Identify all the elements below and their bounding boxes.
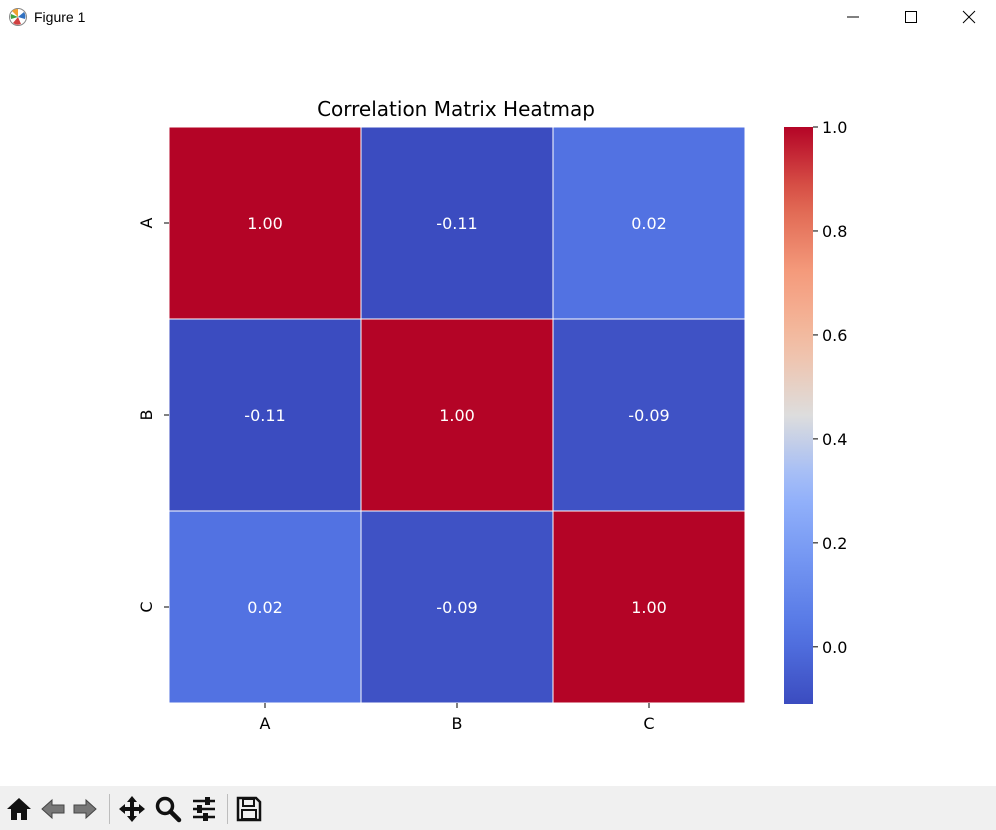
cell-annotation: 0.02	[247, 598, 283, 617]
back-button[interactable]	[38, 794, 68, 824]
y-tick-label: A	[137, 217, 156, 228]
heatmap-cell	[360, 318, 554, 512]
window-titlebar: Figure 1	[0, 0, 996, 36]
heatmap-figure[interactable]: Correlation Matrix Heatmap 1.00 -0.11 0.02…	[0, 36, 996, 786]
y-tick-label: B	[137, 410, 156, 421]
heatmap-cell	[168, 510, 362, 704]
minimize-icon	[847, 16, 859, 18]
x-tick-label: B	[452, 714, 463, 733]
close-icon	[962, 10, 976, 24]
heatmap-cell	[168, 318, 362, 512]
cell-annotation: -0.09	[628, 406, 669, 425]
x-axis: A B C	[260, 703, 655, 733]
heatmap-cell	[552, 126, 746, 320]
heatmap-cell	[552, 318, 746, 512]
colorbar-tick-label: 1.0	[822, 118, 847, 137]
toolbar-separator	[227, 794, 228, 824]
navigation-toolbar	[0, 786, 996, 830]
pan-button[interactable]	[117, 794, 147, 824]
forward-arrow-icon	[73, 798, 97, 820]
move-icon	[119, 796, 145, 822]
save-icon	[236, 796, 262, 822]
x-tick-label: C	[643, 714, 654, 733]
minimize-button[interactable]	[824, 0, 882, 34]
window-title: Figure 1	[34, 9, 86, 25]
colorbar-gradient	[784, 127, 813, 704]
colorbar-tick-label: 0.0	[822, 638, 847, 657]
home-button[interactable]	[4, 794, 34, 824]
forward-button[interactable]	[70, 794, 100, 824]
colorbar-tick-label: 0.2	[822, 534, 847, 553]
close-button[interactable]	[940, 0, 996, 34]
colorbar: 0.0 0.2 0.4 0.6 0.8 1.0	[784, 118, 847, 704]
cell-annotation: 0.02	[631, 214, 667, 233]
matplotlib-icon	[9, 8, 27, 26]
sliders-icon	[193, 797, 215, 821]
y-tick-label: C	[137, 601, 156, 612]
x-tick-label: A	[260, 714, 271, 733]
chart-title: Correlation Matrix Heatmap	[317, 97, 595, 121]
home-icon	[7, 798, 31, 820]
heatmap-cells: 1.00 -0.11 0.02 -0.11 1.00 -0.09 0.02 -0.09 1.00	[168, 126, 746, 704]
heatmap-cell	[168, 126, 362, 320]
colorbar-tick-label: 0.6	[822, 326, 847, 345]
zoom-icon	[155, 796, 182, 823]
y-axis: A B C	[137, 217, 169, 613]
cell-annotation: 1.00	[631, 598, 667, 617]
toolbar-separator	[109, 794, 110, 824]
cell-annotation: 1.00	[439, 406, 475, 425]
maximize-button[interactable]	[882, 0, 940, 34]
cell-annotation: -0.11	[244, 406, 285, 425]
colorbar-tick-label: 0.8	[822, 222, 847, 241]
colorbar-tick-label: 0.4	[822, 430, 847, 449]
cell-annotation: 1.00	[247, 214, 283, 233]
zoom-button[interactable]	[153, 794, 183, 824]
cell-annotation: -0.11	[436, 214, 477, 233]
configure-subplots-button[interactable]	[189, 794, 219, 824]
cell-annotation: -0.09	[436, 598, 477, 617]
heatmap-cell	[360, 510, 554, 704]
save-button[interactable]	[234, 794, 264, 824]
back-arrow-icon	[41, 798, 65, 820]
maximize-icon	[905, 11, 917, 23]
